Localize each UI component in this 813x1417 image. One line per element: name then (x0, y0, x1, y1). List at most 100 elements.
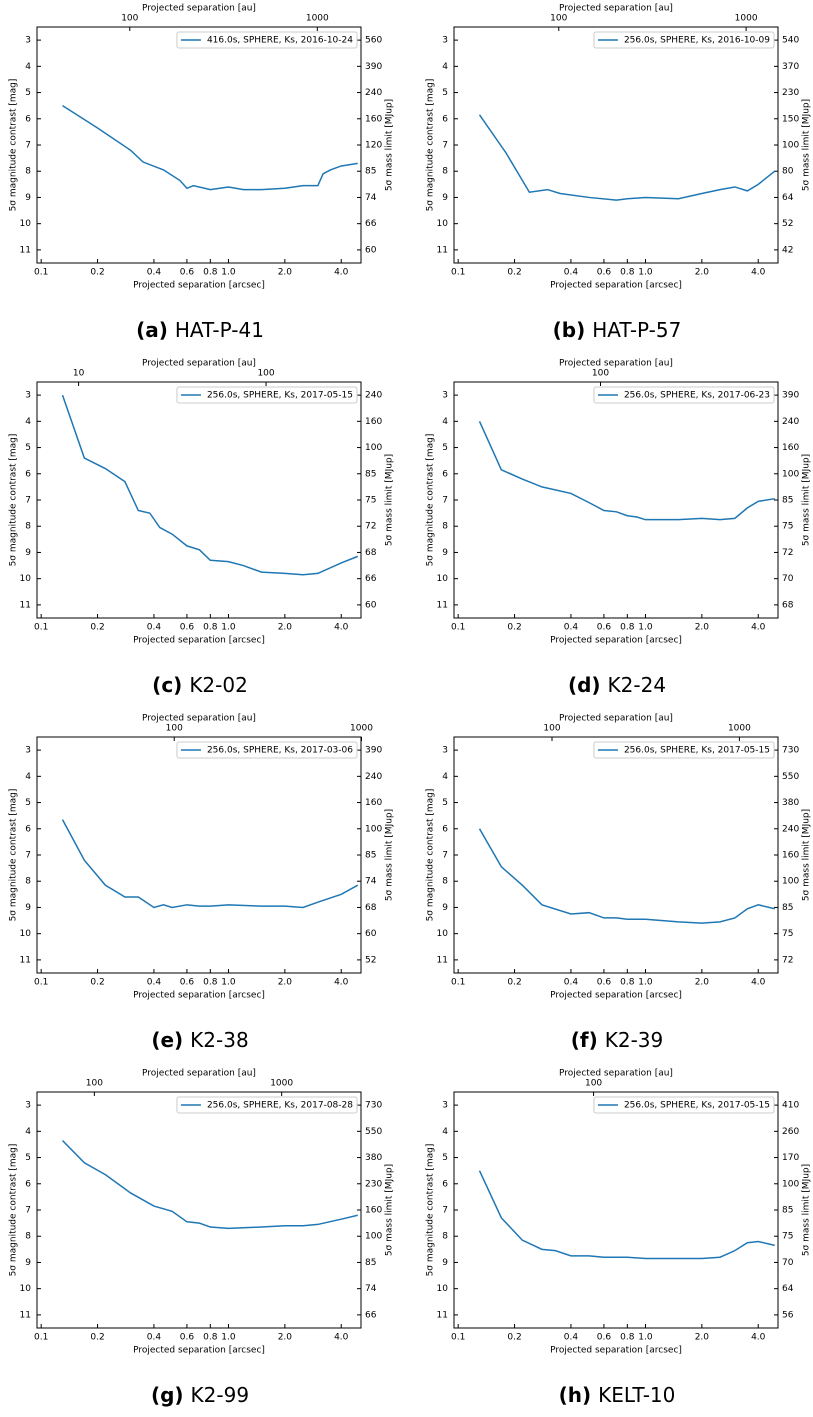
caption-label: (a) (136, 318, 168, 342)
y-tick-label: 5 (25, 443, 31, 453)
y-tick-label: 4 (25, 1127, 31, 1137)
y2-tick-label: 85 (782, 1206, 793, 1216)
y-tick-label: 11 (437, 245, 448, 255)
x-tick-label: 1.0 (221, 623, 236, 633)
x2-tick-label: 1000 (728, 724, 751, 734)
x2-axis-label: Projected separation [au] (142, 1069, 256, 1079)
panel: 0.1 0.2 0.4 0.6 0.8 1.0 2.0 4.0 100 1000 3 4 5 6 7 8 9 10… (9, 4, 395, 342)
x2-axis-label: Projected separation [au] (559, 4, 673, 14)
y2-tick-label: 160 (365, 417, 382, 427)
x-tick-label: 0.4 (147, 268, 162, 278)
caption-text: K2-38 (190, 1028, 249, 1052)
y2-tick-label: 100 (365, 824, 382, 834)
x-tick-label: 0.2 (90, 623, 104, 633)
x-tick-label: 0.4 (147, 978, 162, 988)
x-tick-label: 0.6 (180, 1333, 195, 1343)
legend-label: 256.0s, SPHERE, Ks, 2017-05-15 (624, 1101, 770, 1111)
y-tick-label: 6 (442, 824, 448, 834)
x-tick-label: 4.0 (751, 623, 766, 633)
y2-tick-label: 390 (365, 62, 382, 72)
caption-text: K2-24 (608, 673, 667, 697)
caption: (a) HAT-P-41 (136, 318, 264, 342)
caption-label: (e) (151, 1028, 183, 1052)
y-tick-label: 6 (25, 824, 31, 834)
y-tick-label: 7 (25, 1206, 31, 1216)
panel: 0.1 0.2 0.4 0.6 0.8 1.0 2.0 4.0 100 1000 3 4 5 6 7 8 9 10… (9, 714, 395, 1052)
x-tick-label: 0.1 (451, 268, 465, 278)
legend-label: 256.0s, SPHERE, Ks, 2017-08-28 (207, 1101, 353, 1111)
x-tick-label: 0.1 (451, 623, 465, 633)
y2-tick-label: 85 (365, 469, 376, 479)
x2-axis-label: Projected separation [au] (142, 714, 256, 724)
y2-axis-label: 5σ mass limit [MJup] (385, 99, 395, 191)
y-tick-label: 9 (442, 1258, 448, 1268)
y2-tick-label: 64 (782, 1284, 794, 1294)
x-tick-label: 1.0 (638, 623, 653, 633)
x-axis-label: Projected separation [arcsec] (550, 1346, 682, 1356)
y-tick-label: 5 (25, 1153, 31, 1163)
y2-tick-label: 75 (782, 929, 793, 939)
x-tick-label: 0.4 (564, 978, 579, 988)
y-tick-label: 6 (25, 1179, 31, 1189)
x-tick-label: 0.8 (203, 978, 218, 988)
y-tick-label: 11 (20, 1310, 31, 1320)
y-tick-label: 7 (442, 1206, 448, 1216)
x-tick-label: 2.0 (278, 623, 293, 633)
x-tick-label: 0.2 (90, 1333, 104, 1343)
caption-label: (f) (571, 1028, 598, 1052)
x-tick-label: 0.8 (620, 1333, 635, 1343)
y2-axis-label: 5σ mass limit [MJup] (802, 454, 812, 546)
y2-tick-label: 100 (782, 141, 799, 151)
y-tick-label: 4 (442, 417, 448, 427)
x2-axis-label: Projected separation [au] (559, 714, 673, 724)
y2-tick-label: 240 (365, 88, 382, 98)
x2-tick-label: 100 (121, 14, 138, 24)
y-tick-label: 11 (20, 245, 31, 255)
x-tick-label: 0.1 (451, 978, 465, 988)
y2-axis-label: 5σ mass limit [MJup] (802, 99, 812, 191)
y-tick-label: 9 (25, 193, 31, 203)
x2-tick-label: 100 (166, 724, 183, 734)
plot-frame (36, 381, 362, 619)
legend-box (176, 386, 358, 404)
panel: 0.1 0.2 0.4 0.6 0.8 1.0 2.0 4.01003456789101141… (426, 1069, 812, 1407)
caption-text: K2-02 (189, 673, 248, 697)
y-tick-label: 7 (25, 851, 31, 861)
y-tick-label: 8 (442, 877, 448, 887)
caption-text: K2-99 (191, 1383, 250, 1407)
y2-tick-label: 160 (365, 798, 382, 808)
caption: (h) KELT-10 (559, 1383, 676, 1407)
plot-frame (453, 381, 779, 619)
y2-tick-label: 72 (365, 522, 376, 532)
y-tick-label: 7 (442, 496, 448, 506)
y2-tick-label: 70 (782, 1258, 794, 1268)
panel: 0.1 0.2 0.4 0.6 0.8 1.0 2.0 4.0 100 1000 3 4 5 6 7 8 9 10… (9, 1069, 395, 1407)
x-tick-label: 4.0 (334, 978, 349, 988)
y-axis-label: 5σ magnitude contrast [mag] (426, 789, 436, 922)
legend-label: 416.0s, SPHERE, Ks, 2016-10-24 (207, 36, 353, 46)
x-tick-label: 0.2 (90, 978, 104, 988)
plot-frame (453, 26, 779, 264)
y2-axis-label: 5σ mass limit [MJup] (385, 454, 395, 546)
caption-label: (b) (553, 318, 586, 342)
x-tick-label: 0.2 (507, 978, 521, 988)
x2-tick-label: 100 (257, 369, 274, 379)
x-tick-label: 4.0 (334, 1333, 349, 1343)
y-tick-label: 8 (25, 1232, 31, 1242)
panel: 0.1 0.2 0.4 0.6 0.8 1.0 2.0 4.0 100 1000 3 4 5 6 7 8 9 10… (426, 714, 812, 1052)
y-tick-label: 10 (20, 1284, 32, 1294)
y-tick-label: 8 (442, 522, 448, 532)
y2-tick-label: 68 (365, 548, 377, 558)
y-tick-label: 11 (20, 600, 31, 610)
x2-tick-label: 1000 (306, 14, 329, 24)
y2-tick-label: 80 (782, 167, 794, 177)
x-tick-label: 2.0 (278, 978, 293, 988)
x-tick-label: 0.8 (203, 623, 218, 633)
y2-tick-label: 74 (365, 877, 377, 887)
y-tick-label: 5 (442, 1153, 448, 1163)
y2-tick-label: 240 (365, 391, 382, 401)
plot-frame (453, 736, 779, 974)
x-tick-label: 0.8 (620, 268, 635, 278)
x2-tick-label: 100 (543, 724, 560, 734)
y-tick-label: 7 (25, 141, 31, 151)
